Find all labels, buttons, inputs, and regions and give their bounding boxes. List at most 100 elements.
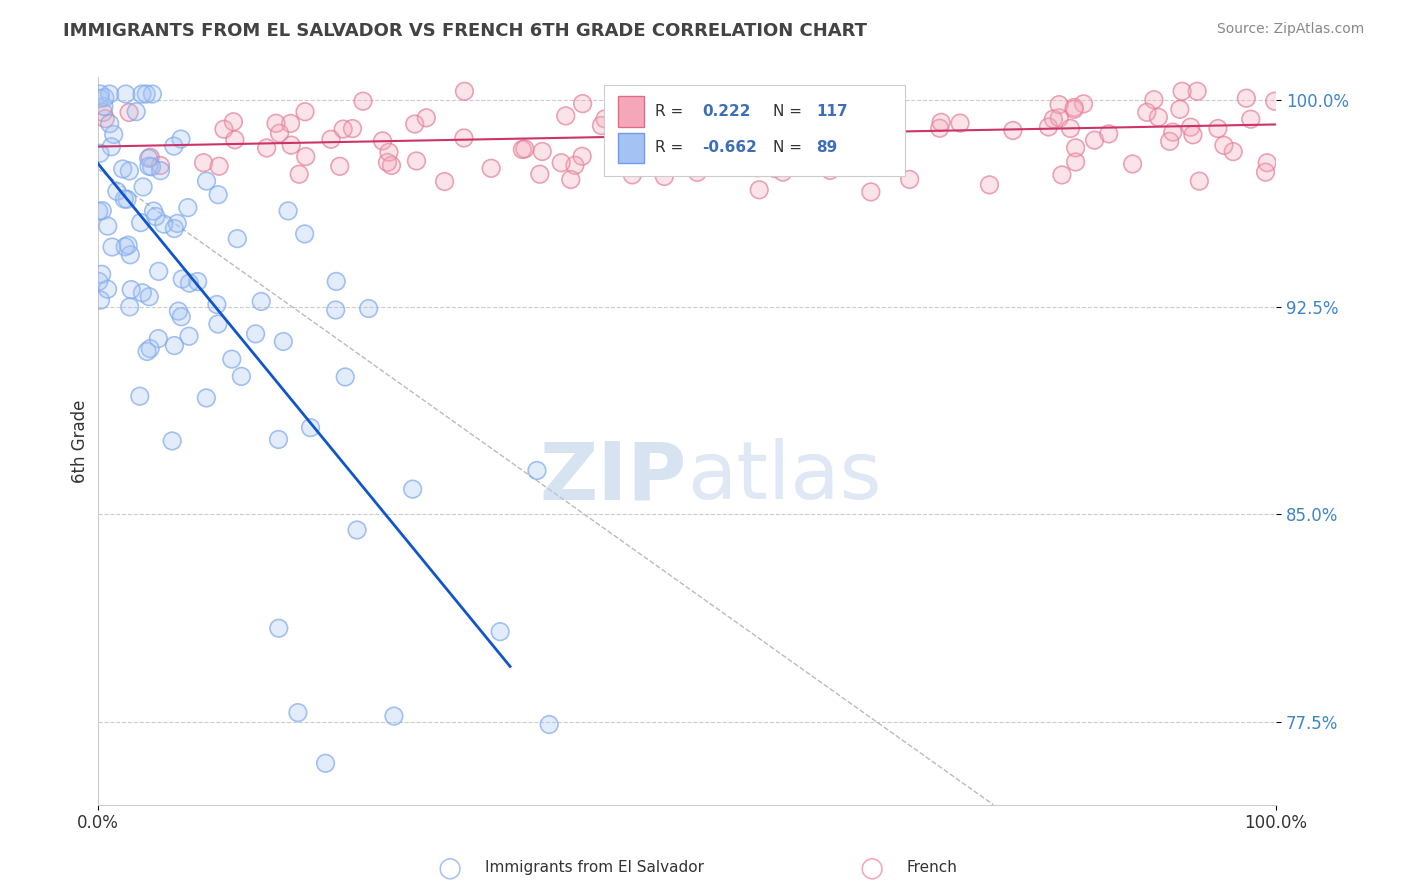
Point <box>763 161 786 176</box>
Point <box>526 463 548 477</box>
Point <box>1047 111 1070 125</box>
Point <box>859 185 882 199</box>
Point <box>195 174 218 188</box>
Point <box>433 175 456 189</box>
Point <box>87 275 110 289</box>
Point <box>531 145 554 159</box>
Point <box>554 109 576 123</box>
Point <box>979 178 1001 192</box>
Point <box>754 153 776 168</box>
Point <box>571 96 593 111</box>
Point <box>748 183 770 197</box>
Point <box>654 169 676 184</box>
Point <box>803 134 825 148</box>
Point <box>842 126 865 140</box>
Point <box>415 111 437 125</box>
Point <box>294 150 316 164</box>
Point <box>97 219 120 234</box>
Point <box>256 141 278 155</box>
Point <box>135 87 157 101</box>
Point <box>1042 112 1064 126</box>
Point <box>89 91 111 105</box>
Point <box>489 624 512 639</box>
Point <box>772 165 794 179</box>
Point <box>811 105 834 120</box>
Point <box>267 621 290 635</box>
Point <box>747 161 769 175</box>
Point <box>207 317 229 331</box>
Point <box>118 300 141 314</box>
Point <box>120 283 142 297</box>
Point <box>621 168 644 182</box>
Point <box>89 146 111 161</box>
Point <box>170 310 193 324</box>
Point <box>149 163 172 178</box>
Point <box>98 117 121 131</box>
Point <box>1181 128 1204 142</box>
Point <box>628 132 651 146</box>
Point <box>659 94 682 108</box>
Point <box>332 122 354 136</box>
Point <box>332 122 354 136</box>
Point <box>593 112 616 126</box>
Point <box>138 159 160 173</box>
Point <box>131 87 153 101</box>
Point <box>193 155 215 169</box>
Point <box>325 302 347 317</box>
Point <box>163 338 186 352</box>
Point <box>315 756 337 771</box>
Point <box>928 121 950 136</box>
Point <box>208 159 231 173</box>
Point <box>271 334 294 349</box>
Point <box>160 434 183 448</box>
Text: IMMIGRANTS FROM EL SALVADOR VS FRENCH 6TH GRADE CORRELATION CHART: IMMIGRANTS FROM EL SALVADOR VS FRENCH 6T… <box>63 22 868 40</box>
Point <box>138 290 160 304</box>
Point <box>1171 84 1194 98</box>
Point <box>163 139 186 153</box>
Point <box>294 227 316 241</box>
Point <box>650 94 672 108</box>
Point <box>357 301 380 316</box>
Point <box>433 175 456 189</box>
Text: 0.222: 0.222 <box>702 104 751 120</box>
Point <box>177 201 200 215</box>
Point <box>550 155 572 169</box>
Point <box>1234 91 1257 105</box>
Point <box>531 145 554 159</box>
Point <box>118 164 141 178</box>
Point <box>277 203 299 218</box>
Point <box>538 717 561 731</box>
Point <box>1213 138 1236 153</box>
Point <box>114 87 136 101</box>
Point <box>163 221 186 235</box>
Point <box>145 210 167 224</box>
Point <box>325 274 347 288</box>
Point <box>707 134 730 148</box>
Point <box>149 159 172 173</box>
Point <box>160 434 183 448</box>
Point <box>280 116 302 130</box>
Point <box>571 96 593 111</box>
Point <box>346 523 368 537</box>
Point <box>342 121 364 136</box>
Point <box>177 329 200 343</box>
Point <box>401 482 423 496</box>
Point <box>628 132 651 146</box>
Point <box>91 105 114 120</box>
Point <box>105 184 128 198</box>
Point <box>1213 138 1236 153</box>
Point <box>136 344 159 359</box>
Point <box>271 334 294 349</box>
Point <box>879 144 901 158</box>
Point <box>177 329 200 343</box>
Point <box>747 161 769 175</box>
Point <box>245 326 267 341</box>
Point <box>1147 110 1170 124</box>
Point <box>1206 121 1229 136</box>
Point <box>1256 155 1278 169</box>
Point <box>352 94 374 108</box>
Text: N =: N = <box>773 104 807 120</box>
Point <box>145 210 167 224</box>
Point <box>479 161 502 176</box>
Point <box>105 184 128 198</box>
